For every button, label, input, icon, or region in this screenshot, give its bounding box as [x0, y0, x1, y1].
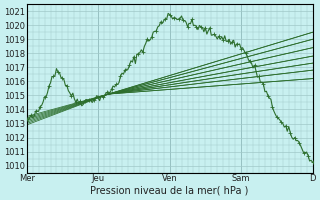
X-axis label: Pression niveau de la mer( hPa ): Pression niveau de la mer( hPa ): [91, 186, 249, 196]
